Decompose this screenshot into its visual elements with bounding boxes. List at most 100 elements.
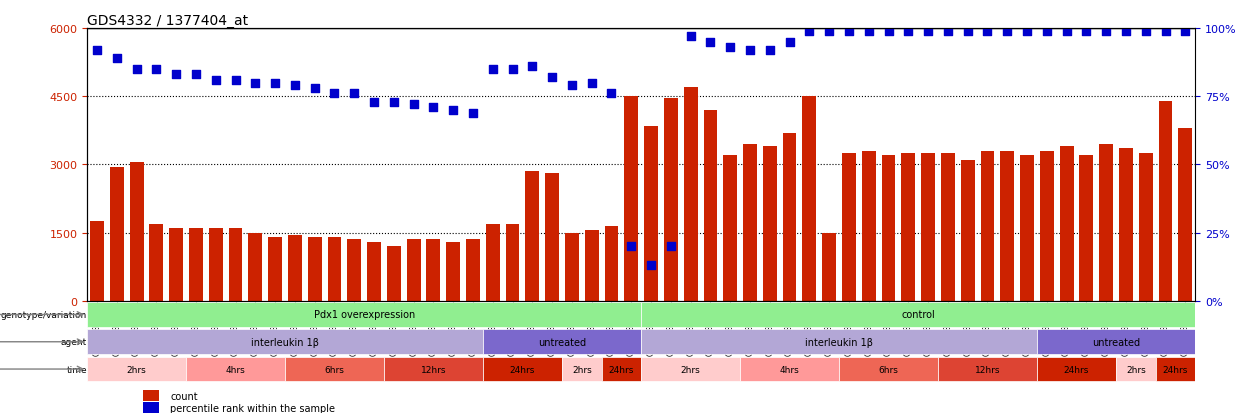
Bar (427, 240, 441, 301)
Bar (186, 357, 285, 381)
Bar (285, 357, 383, 381)
Point (561, 83, 581, 89)
Bar (483, 357, 561, 381)
Point (285, 83, 305, 89)
Bar (641, 302, 1195, 327)
Bar (545, 174, 559, 301)
Text: 4hrs: 4hrs (779, 365, 799, 374)
Bar (387, 247, 401, 301)
Point (186, 72, 205, 78)
Text: agent: agent (61, 337, 87, 347)
Point (127, 66, 147, 73)
Text: Pdx1 overexpression: Pdx1 overexpression (314, 310, 415, 320)
Bar (1159, 102, 1173, 301)
Bar (327, 237, 341, 301)
Bar (1079, 156, 1093, 301)
Bar (585, 231, 599, 301)
Point (463, 110, 483, 116)
Point (1037, 28, 1057, 35)
Bar (703, 111, 717, 301)
Text: control: control (901, 310, 935, 320)
Bar (129, 163, 143, 301)
Point (1096, 28, 1116, 35)
Point (859, 28, 879, 35)
Bar (822, 233, 837, 301)
Bar (486, 224, 499, 301)
Bar (763, 147, 777, 301)
Bar (1099, 145, 1113, 301)
Point (245, 80, 265, 87)
Bar (189, 228, 203, 301)
Text: interleukin 1β: interleukin 1β (251, 337, 319, 347)
Bar (149, 224, 163, 301)
Bar (743, 145, 757, 301)
Point (87, 47, 107, 54)
Text: 6hrs: 6hrs (325, 365, 345, 374)
Bar (842, 154, 855, 301)
Point (305, 85, 325, 92)
Point (364, 99, 383, 106)
Bar (641, 330, 1037, 354)
Point (879, 28, 899, 35)
Bar (1119, 149, 1133, 301)
Bar (803, 97, 817, 301)
Bar (143, 402, 159, 413)
Point (542, 75, 561, 81)
Text: 2hrs: 2hrs (681, 365, 701, 374)
Text: percentile rank within the sample: percentile rank within the sample (171, 404, 335, 413)
Text: GDS4332 / 1377404_at: GDS4332 / 1377404_at (87, 14, 248, 28)
Point (819, 28, 839, 35)
Bar (383, 357, 483, 381)
Bar (407, 240, 421, 301)
Text: untreated: untreated (1092, 337, 1140, 347)
Point (443, 107, 463, 114)
Text: time: time (66, 365, 87, 374)
Text: 12hrs: 12hrs (975, 365, 1000, 374)
Text: 6hrs: 6hrs (879, 365, 899, 374)
Point (345, 91, 365, 97)
Bar (684, 88, 697, 301)
Text: interleukin 1β: interleukin 1β (806, 337, 873, 347)
Text: untreated: untreated (538, 337, 586, 347)
Point (721, 45, 741, 51)
Bar (921, 154, 935, 301)
Point (621, 243, 641, 250)
Point (423, 104, 443, 111)
Point (997, 28, 1017, 35)
Text: count: count (171, 392, 198, 401)
Point (1135, 28, 1155, 35)
Bar (740, 357, 839, 381)
Point (147, 66, 167, 73)
Point (205, 77, 225, 84)
Point (641, 262, 661, 269)
Point (661, 243, 681, 250)
Point (167, 72, 187, 78)
Point (740, 47, 759, 54)
Bar (1178, 129, 1193, 301)
Text: 24hrs: 24hrs (609, 365, 634, 374)
Bar (1040, 152, 1053, 301)
Bar (87, 330, 483, 354)
Bar (1139, 154, 1153, 301)
Bar (90, 222, 105, 301)
Bar (881, 156, 895, 301)
Bar (937, 357, 1037, 381)
Point (601, 91, 621, 97)
Bar (288, 235, 301, 301)
Point (1017, 28, 1037, 35)
Point (957, 28, 977, 35)
Bar (308, 237, 321, 301)
Point (779, 39, 799, 46)
Bar (981, 152, 995, 301)
Point (383, 99, 403, 106)
Text: 12hrs: 12hrs (421, 365, 446, 374)
Bar (1000, 152, 1015, 301)
Bar (601, 357, 641, 381)
Point (1077, 28, 1097, 35)
Text: 4hrs: 4hrs (225, 365, 245, 374)
Bar (624, 97, 639, 301)
Point (1057, 28, 1077, 35)
Bar (1116, 357, 1155, 381)
Bar (446, 242, 461, 301)
Bar (783, 133, 797, 301)
